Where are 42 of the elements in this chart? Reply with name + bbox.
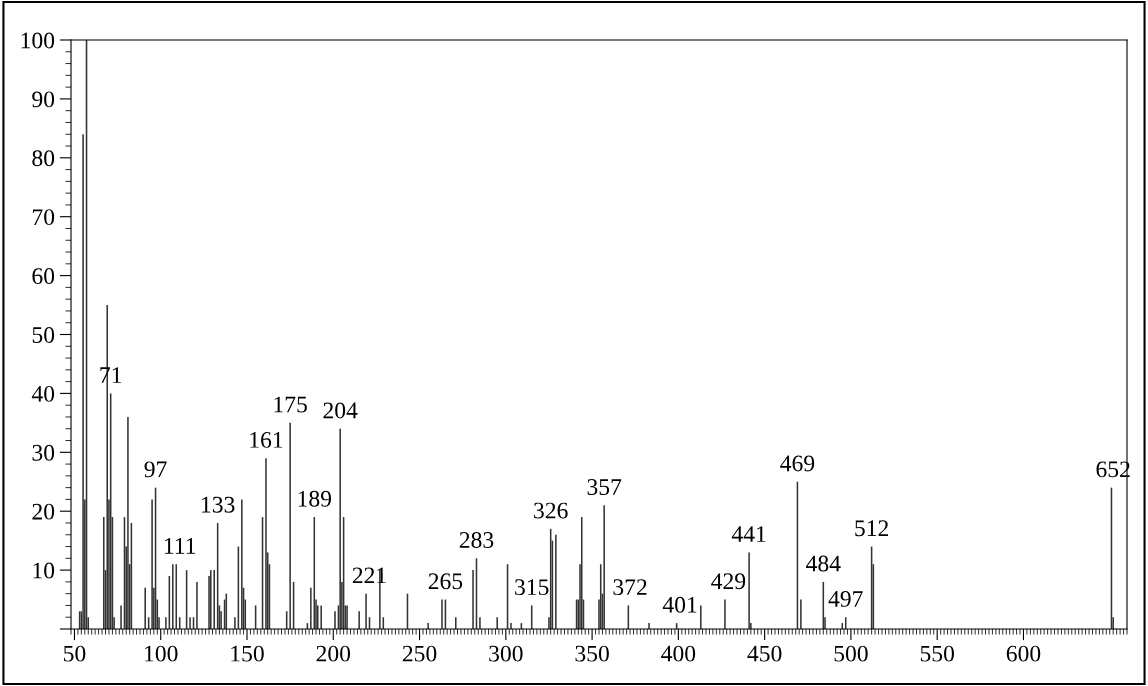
annotation: 133	[202, 496, 235, 513]
x-tick-label: 400	[661, 645, 696, 662]
annotation: 326	[534, 502, 568, 519]
x-tick-label: 350	[575, 645, 609, 662]
y-tick-label: 50	[32, 326, 55, 343]
annotation: 265	[428, 573, 463, 590]
x-tick-label: 250	[402, 645, 437, 662]
annotation: 469	[780, 455, 815, 472]
y-tick-label: 80	[32, 150, 55, 167]
x-tick-label: 100	[145, 645, 178, 662]
annotation: 512	[855, 520, 889, 537]
x-tick-label: 600	[1006, 645, 1041, 662]
x-tick-label: 500	[834, 645, 868, 662]
annotation: 497	[828, 591, 863, 607]
annotation: 315	[515, 579, 549, 596]
annotation: 283	[459, 532, 494, 548]
y-tick-label: 20	[32, 503, 55, 520]
y-tick-label: 100	[21, 32, 55, 49]
annotation: 441	[731, 526, 766, 542]
x-tick-label: 50	[64, 645, 86, 662]
annotation: 204	[323, 402, 358, 419]
annotation: 175	[274, 396, 307, 413]
y-tick-label: 60	[32, 268, 55, 285]
annotation: 401	[662, 596, 697, 613]
x-tick-label: 300	[489, 645, 523, 662]
annotation: 429	[711, 573, 746, 590]
annotation: 372	[613, 579, 647, 596]
annotation: 97	[144, 461, 167, 478]
x-tick-label: 200	[316, 645, 351, 662]
y-tick-label: 70	[32, 209, 55, 226]
y-tick-label: 10	[33, 562, 55, 579]
y-tick-label: 30	[32, 444, 55, 461]
annotation: 484	[806, 555, 841, 572]
annotation: 189	[298, 490, 332, 507]
y-tick-label: 40	[31, 385, 55, 402]
x-tick-label: 450	[747, 645, 782, 662]
x-tick-label: 150	[231, 645, 264, 662]
x-tick-label: 550	[920, 645, 954, 662]
y-tick-label: 90	[32, 91, 55, 108]
annotation: 161	[250, 431, 283, 448]
annotation: 111	[164, 538, 196, 554]
annotation: 357	[587, 479, 622, 495]
